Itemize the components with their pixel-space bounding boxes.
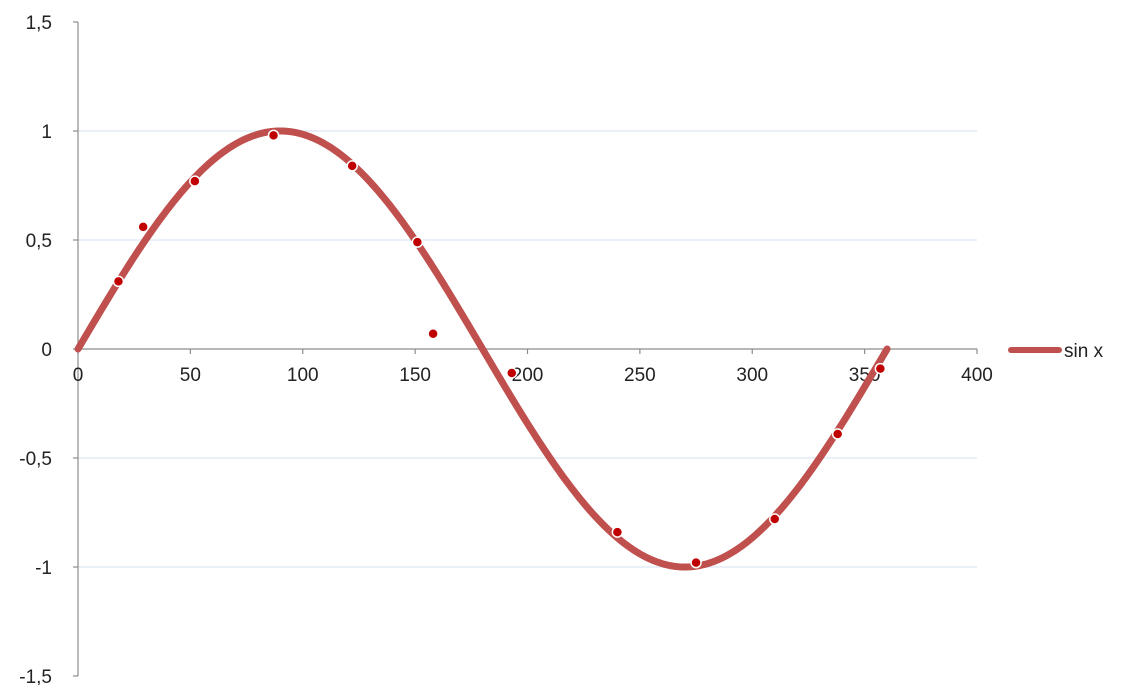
- y-axis-tick-labels: 1,5 1 0,5 0 -0,5 -1 -1,5: [19, 13, 52, 685]
- data-point-10: [768, 513, 781, 525]
- data-point-1: [137, 221, 149, 233]
- x-tick-label: 150: [399, 365, 431, 386]
- x-tick-label: 200: [512, 365, 544, 386]
- x-tick-label: 300: [736, 365, 768, 386]
- y-tick-label: -0,5: [19, 449, 52, 470]
- y-tick-label: -1,5: [19, 667, 52, 685]
- y-tick-label: 0: [41, 340, 52, 361]
- x-tick-label: 400: [961, 365, 993, 386]
- x-tick-label: 100: [287, 365, 319, 386]
- data-point-0: [112, 275, 125, 288]
- data-point-12: [874, 362, 887, 375]
- legend-label-sin-x: sin x: [1064, 341, 1104, 362]
- data-point-4: [346, 160, 358, 172]
- x-axis-tick-labels: 0 50 100 150 200 250 300 350 400: [73, 365, 993, 386]
- x-tick-label: 250: [624, 365, 656, 386]
- y-tick-label: -1: [35, 558, 52, 579]
- data-point-5: [411, 236, 424, 248]
- y-tick-label: 0,5: [26, 231, 52, 252]
- y-tick-label: 1: [41, 122, 52, 143]
- data-point-6: [427, 327, 439, 340]
- x-tick-label: 50: [180, 365, 201, 386]
- legend: sin x: [1008, 341, 1104, 362]
- data-point-2: [189, 175, 201, 187]
- gridlines: [78, 130, 977, 568]
- y-tick-label: 1,5: [26, 13, 52, 34]
- data-point-9: [690, 556, 702, 569]
- data-point-11: [831, 428, 844, 440]
- data-point-7: [506, 367, 518, 379]
- data-point-3: [267, 129, 280, 142]
- plot-area: [74, 127, 891, 571]
- series-line-sin-x: [74, 127, 891, 571]
- axes: [73, 21, 978, 677]
- x-tick-label: 0: [73, 365, 84, 386]
- data-point-8: [611, 526, 624, 538]
